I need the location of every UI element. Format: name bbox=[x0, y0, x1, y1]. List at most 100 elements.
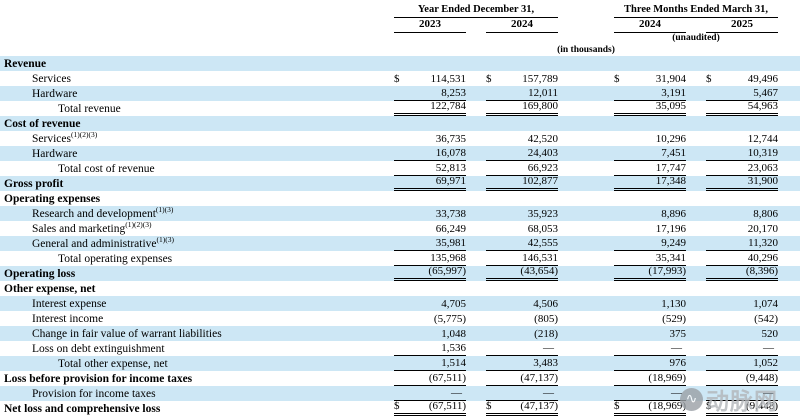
cell-number: 69,971 bbox=[435, 175, 466, 187]
cell-value: (65,997) bbox=[394, 265, 466, 281]
row-label: Cost of revenue bbox=[4, 118, 81, 130]
table-row: Loss before provision for income taxes (6… bbox=[0, 371, 800, 386]
cell-number: 12,011 bbox=[528, 87, 558, 99]
row-label: General and administrative(1)(3) bbox=[32, 237, 175, 250]
cell-number: 520 bbox=[761, 328, 779, 340]
cell-number: 16,078 bbox=[435, 147, 466, 159]
cell-number: 1,052 bbox=[753, 357, 778, 369]
table-row: Gross profit 69,971 102,877 17,348 31,900 bbox=[0, 175, 800, 191]
cell-value: — bbox=[394, 387, 466, 401]
cell-value: 66,249 bbox=[394, 223, 466, 236]
cell-number: 1,048 bbox=[441, 328, 466, 340]
footnote-marker: (1)(2)(3) bbox=[70, 132, 98, 140]
cell-value: 1,514 bbox=[394, 357, 466, 371]
cell-value: 10,296 bbox=[614, 133, 686, 146]
unaudited-row: (unaudited) bbox=[0, 33, 800, 44]
cell-number: 8,253 bbox=[441, 87, 466, 99]
currency-symbol: $ bbox=[706, 400, 712, 412]
unaudited-note: (unaudited) bbox=[672, 33, 720, 43]
row-label: Loss on debt extinguishment bbox=[32, 343, 165, 355]
cell-value: 35,923 bbox=[486, 208, 558, 221]
cell-number: 122,784 bbox=[430, 100, 466, 112]
cell-value: 520 bbox=[706, 328, 779, 341]
cell-value: 122,784 bbox=[394, 100, 466, 116]
row-label: Services bbox=[32, 73, 71, 85]
table-row: Total other expense, net 1,514 3,483 976 1,0… bbox=[0, 356, 800, 371]
table-row: Net loss and comprehensive loss $ (67,511)… bbox=[0, 400, 800, 416]
cell-value: 1,048 bbox=[394, 328, 466, 341]
cell-value: 31,900 bbox=[706, 175, 778, 191]
column-year-2023: 2023 bbox=[394, 18, 466, 33]
cell-value: 135,968 bbox=[394, 252, 466, 266]
cell-value: 4,506 bbox=[486, 298, 558, 311]
cell-number: — bbox=[671, 387, 682, 399]
cell-value: 169,800 bbox=[486, 100, 558, 116]
cell-value: 7,451 bbox=[614, 147, 686, 161]
cell-value: $114,531 bbox=[394, 73, 466, 86]
currency-symbol: $ bbox=[394, 73, 400, 85]
cell-number: (529) bbox=[662, 313, 686, 325]
cell-number: 66,923 bbox=[527, 162, 558, 174]
cell-number: (67,511) bbox=[428, 400, 466, 412]
cell-number: 23,063 bbox=[747, 162, 778, 174]
cell-number: 114,531 bbox=[430, 73, 466, 85]
cell-number: 5,467 bbox=[753, 87, 778, 99]
cell-value: — bbox=[486, 387, 558, 401]
cell-value: (18,969) bbox=[614, 372, 686, 386]
currency-symbol: $ bbox=[614, 73, 620, 85]
cell-number: 375 bbox=[669, 328, 687, 340]
row-label: Change in fair value of warrant liabilit… bbox=[32, 328, 222, 340]
cell-value: 17,196 bbox=[614, 223, 686, 236]
cell-number: 1,074 bbox=[753, 298, 778, 310]
cell-value: (529) bbox=[614, 313, 686, 326]
table-row: Change in fair value of warrant liabilit… bbox=[0, 326, 800, 341]
cell-value: 40,296 bbox=[706, 252, 778, 266]
row-label: Services(1)(2)(3) bbox=[32, 132, 98, 145]
row-label: Gross profit bbox=[4, 178, 64, 190]
cell-value: $ (67,511) bbox=[394, 400, 466, 416]
cell-number: 17,747 bbox=[655, 162, 686, 174]
cell-value: 11,320 bbox=[706, 237, 778, 251]
cell-value: 1,074 bbox=[706, 298, 778, 311]
cell-number: 9,249 bbox=[661, 237, 686, 249]
row-label: Provision for income taxes bbox=[32, 388, 156, 400]
cell-number: (8,396) bbox=[745, 265, 778, 277]
column-quarter-2024: 2024 bbox=[614, 18, 686, 33]
cell-value: (805) bbox=[486, 313, 558, 326]
footnote-marker: (1)(2)(3) bbox=[125, 222, 152, 230]
cell-value: $ (47,137) bbox=[486, 400, 558, 416]
cell-number: 42,555 bbox=[527, 237, 558, 249]
cell-value: — bbox=[486, 342, 558, 356]
cell-number: (47,137) bbox=[520, 400, 558, 412]
table-row: General and administrative(1)(3) 35,981 42… bbox=[0, 236, 800, 251]
cell-value: (8,396) bbox=[706, 265, 778, 281]
cell-number: 135,968 bbox=[430, 252, 466, 264]
cell-value: 17,747 bbox=[614, 162, 686, 176]
row-label: Interest expense bbox=[32, 298, 107, 310]
cell-number: 169,800 bbox=[522, 100, 558, 112]
cell-number: (9,448) bbox=[745, 372, 778, 384]
cell-value: 36,735 bbox=[394, 133, 466, 146]
cell-number: (43,654) bbox=[520, 265, 558, 277]
cell-number: (65,997) bbox=[428, 265, 466, 277]
period-header-row: Year Ended December 31, Three Months End… bbox=[0, 4, 800, 18]
cell-number: 102,877 bbox=[522, 175, 558, 187]
table-row: Interest income (5,775) (805) (529) (542) bbox=[0, 311, 800, 326]
cell-value: — bbox=[614, 342, 686, 356]
cell-number: 10,296 bbox=[655, 133, 686, 145]
cell-number: 35,923 bbox=[527, 208, 558, 220]
cell-number: 24,403 bbox=[527, 147, 558, 159]
cell-number: — bbox=[671, 342, 682, 354]
cell-value: 35,981 bbox=[394, 237, 466, 251]
cell-value: 16,078 bbox=[394, 147, 466, 161]
row-label: Sales and marketing(1)(2)(3) bbox=[32, 222, 152, 235]
footnote-marker: (1)(3) bbox=[155, 207, 174, 215]
table-row: Interest expense 4,705 4,506 1,130 1,074 bbox=[0, 296, 800, 311]
column-quarter-2025: 2025 bbox=[706, 18, 778, 33]
cell-value: 33,738 bbox=[394, 208, 466, 221]
cell-number: 20,170 bbox=[747, 223, 778, 235]
watermark: ∿ 动脉网 bbox=[680, 382, 778, 416]
cell-value: 8,896 bbox=[614, 208, 686, 221]
cell-value: 35,341 bbox=[614, 252, 686, 266]
